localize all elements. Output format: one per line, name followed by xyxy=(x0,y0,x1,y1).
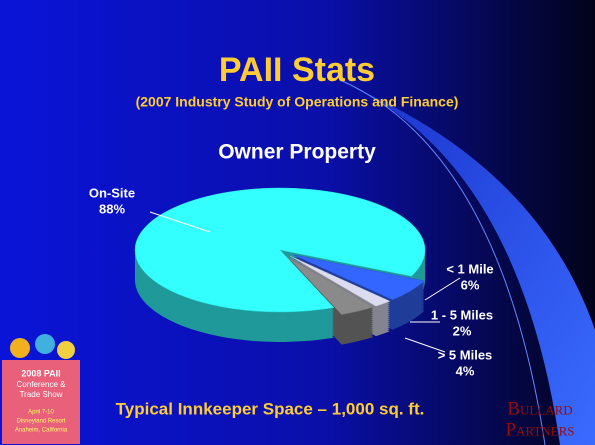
chart-title: Owner Property xyxy=(218,141,376,164)
title: PAII Stats xyxy=(219,51,375,89)
brand-line: Partners xyxy=(505,419,574,440)
slice xyxy=(134,187,426,313)
brand-line: Bullard xyxy=(507,398,572,419)
logo-box xyxy=(2,360,80,444)
footer: Typical Innkeeper Space – 1,000 sq. ft. xyxy=(116,399,425,418)
leader-line xyxy=(149,211,211,233)
logo: 2008 PAII Conference & Trade Show April … xyxy=(2,334,80,444)
leader-line xyxy=(404,337,446,353)
value-label: 4% xyxy=(456,363,475,378)
swoosh xyxy=(355,88,595,445)
logo-text: April 7-10 xyxy=(28,410,54,416)
slice xyxy=(287,256,375,315)
logo-text: Disneyland Resort xyxy=(16,419,65,425)
subtitle: (2007 Industry Study of Operations and F… xyxy=(136,94,459,110)
slice xyxy=(290,255,391,307)
value-label: 88% xyxy=(99,201,125,216)
slice-label: < 1 Mile xyxy=(446,261,493,276)
slice-label: On-Site xyxy=(89,185,135,200)
pie xyxy=(134,187,426,345)
leader-line xyxy=(424,277,461,301)
slice-label: > 5 Miles xyxy=(438,347,493,362)
logo-icon xyxy=(57,341,75,359)
logo-icon xyxy=(35,334,55,354)
logo-text: Trade Show xyxy=(20,390,63,399)
logo-icon xyxy=(10,338,30,358)
swoosh-line xyxy=(339,79,546,445)
logo-text: Conference & xyxy=(17,380,67,389)
value-label: 6% xyxy=(461,277,480,292)
logo-text: Anaheim, California xyxy=(15,428,68,434)
slice xyxy=(292,254,425,300)
value-label: 2% xyxy=(453,323,472,338)
logo-text: 2008 PAII xyxy=(21,368,60,378)
slice-label: 1 - 5 Miles xyxy=(431,307,493,322)
